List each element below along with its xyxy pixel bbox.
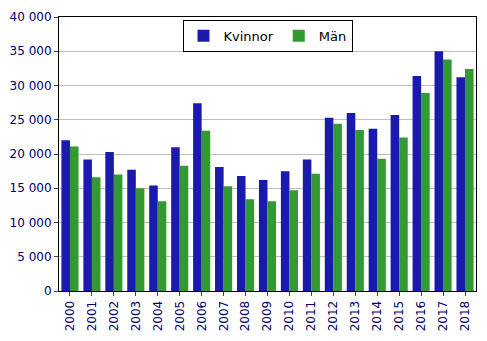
- svg-text:2014: 2014: [370, 301, 384, 332]
- svg-text:35 000: 35 000: [10, 44, 52, 58]
- svg-text:2004: 2004: [151, 301, 165, 332]
- svg-text:2015: 2015: [392, 301, 406, 332]
- svg-text:2013: 2013: [348, 301, 362, 332]
- svg-text:2007: 2007: [217, 301, 231, 332]
- svg-text:Män: Män: [319, 29, 346, 44]
- svg-text:2011: 2011: [304, 301, 318, 332]
- svg-text:2010: 2010: [282, 301, 296, 332]
- svg-text:2018: 2018: [458, 301, 472, 332]
- svg-text:Kvinnor: Kvinnor: [224, 29, 274, 44]
- svg-text:2012: 2012: [326, 301, 340, 332]
- svg-text:20 000: 20 000: [10, 147, 52, 161]
- svg-text:40 000: 40 000: [10, 10, 52, 24]
- svg-text:5 000: 5 000: [17, 250, 51, 264]
- svg-text:15 000: 15 000: [10, 181, 52, 195]
- svg-text:2006: 2006: [195, 301, 209, 332]
- svg-text:2017: 2017: [436, 301, 450, 332]
- svg-text:2016: 2016: [414, 301, 428, 332]
- svg-text:2002: 2002: [107, 301, 121, 332]
- svg-text:2009: 2009: [260, 301, 274, 332]
- svg-text:2008: 2008: [238, 301, 252, 332]
- svg-text:2000: 2000: [63, 301, 77, 332]
- svg-text:0: 0: [44, 284, 52, 298]
- svg-text:10 000: 10 000: [10, 216, 52, 230]
- svg-text:2001: 2001: [85, 301, 99, 332]
- svg-text:30 000: 30 000: [10, 79, 52, 93]
- svg-text:2003: 2003: [129, 301, 143, 332]
- svg-text:25 000: 25 000: [10, 113, 52, 127]
- svg-text:2005: 2005: [173, 301, 187, 332]
